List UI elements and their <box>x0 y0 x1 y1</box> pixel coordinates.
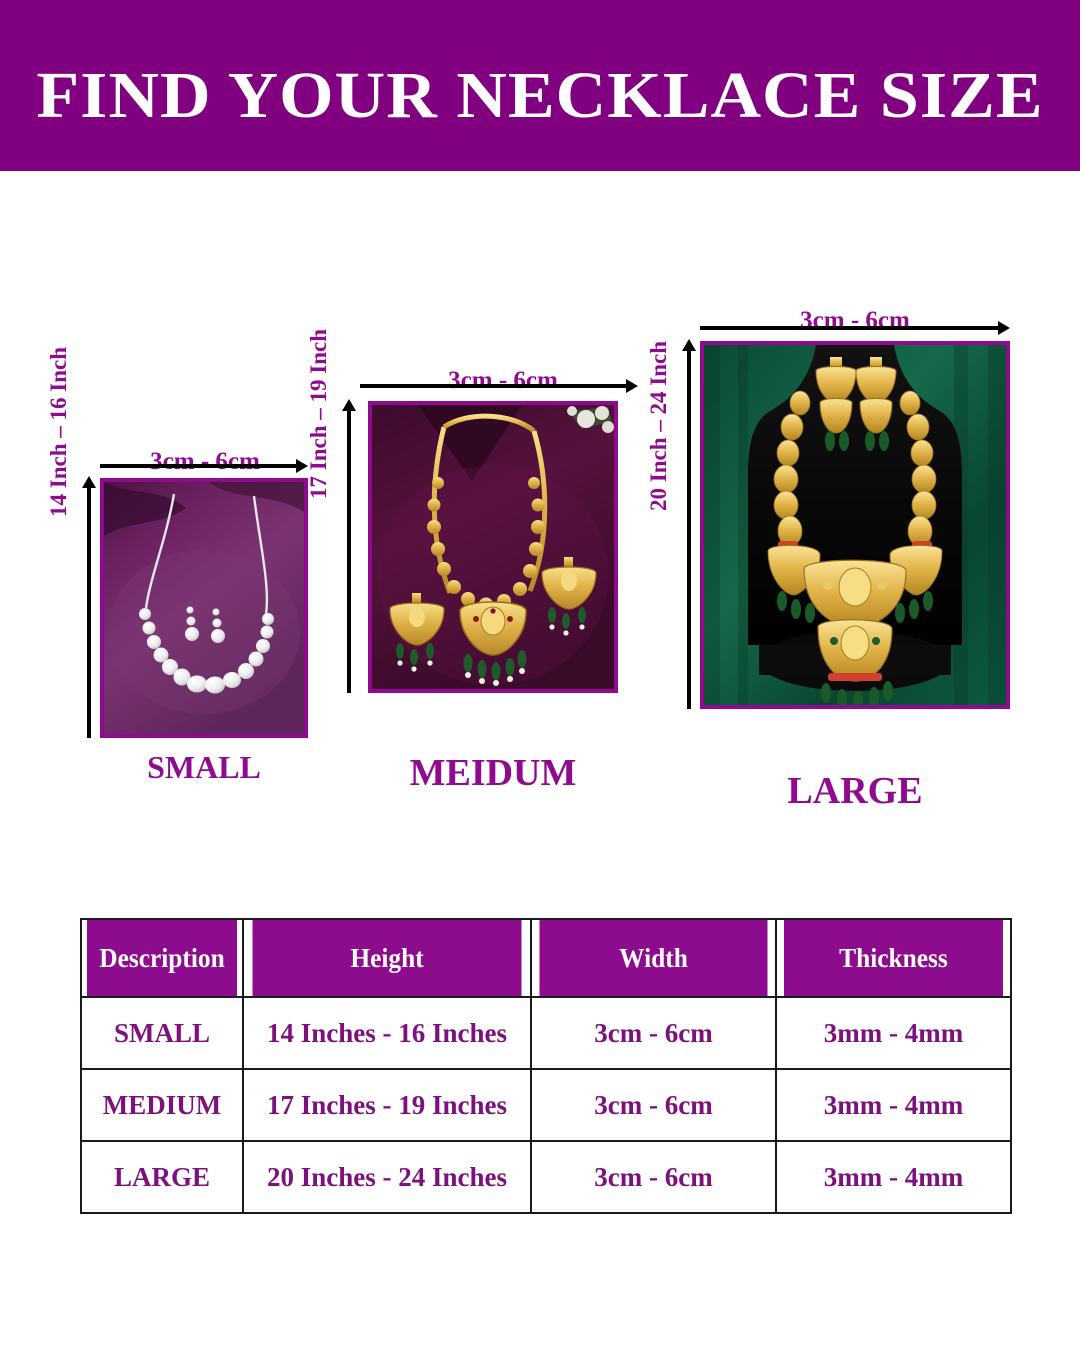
table-row: MEDIUM 17 Inches - 19 Inches 3cm - 6cm 3… <box>80 1068 1012 1142</box>
arrow-head-up-icon <box>682 339 696 351</box>
medium-photo-artwork <box>372 405 614 689</box>
medium-width-label: 3cm - 6cm <box>448 367 558 394</box>
page-title: FIND YOUR NECKLACE SIZE <box>36 59 1044 132</box>
column-header-thickness: Thickness <box>782 918 1005 998</box>
arrow-shaft <box>87 486 91 738</box>
table-row: LARGE 20 Inches - 24 Inches 3cm - 6cm 3m… <box>80 1140 1012 1214</box>
cell-description: MEDIUM <box>80 1068 244 1142</box>
header-banner: FIND YOUR NECKLACE SIZE <box>0 0 1080 171</box>
arrow-shaft <box>347 409 351 693</box>
cell-width: 3cm - 6cm <box>530 1068 777 1142</box>
small-width-arrow <box>100 459 308 473</box>
cell-thickness: 3mm - 4mm <box>775 996 1012 1070</box>
large-product-photo <box>700 341 1010 709</box>
table-row: SMALL 14 Inches - 16 Inches 3cm - 6cm 3m… <box>80 996 1012 1070</box>
cell-width: 3cm - 6cm <box>530 996 777 1070</box>
large-photo-artwork <box>704 345 1006 705</box>
arrow-head-up-icon <box>342 399 356 411</box>
large-height-label: 20 Inch – 24 Inch <box>646 341 671 511</box>
medium-size-caption: MEIDUM <box>409 752 577 794</box>
small-width-label: 3cm - 6cm <box>150 448 260 475</box>
small-height-label: 14 Inch – 16 Inch <box>46 347 71 517</box>
arrow-shaft <box>360 384 628 388</box>
medium-width-arrow <box>360 379 638 393</box>
arrow-shaft <box>700 326 1000 330</box>
table-header-row: Description Height Width Thickness <box>81 918 1011 998</box>
small-height-arrow <box>82 476 96 738</box>
small-photo-artwork <box>104 482 304 734</box>
arrow-head-up-icon <box>82 476 96 488</box>
large-size-caption: LARGE <box>787 770 923 812</box>
medium-height-label: 17 Inch – 19 Inch <box>306 329 331 499</box>
arrow-shaft <box>687 349 691 709</box>
arrow-head-right-icon <box>626 379 638 393</box>
small-product-photo <box>100 478 308 738</box>
cell-height: 17 Inches - 19 Inches <box>242 1068 532 1142</box>
cell-description: LARGE <box>80 1140 244 1214</box>
cell-thickness: 3mm - 4mm <box>775 1068 1012 1142</box>
small-size-caption: SMALL <box>147 749 261 785</box>
size-cards-section: 3cm - 6cm 14 Inch – 16 Inch <box>0 171 1080 861</box>
large-height-arrow <box>682 339 696 709</box>
arrow-head-right-icon <box>998 321 1010 335</box>
column-header-width: Width <box>537 918 770 998</box>
cell-description: SMALL <box>80 996 244 1070</box>
medium-product-photo <box>368 401 618 693</box>
column-header-height: Height <box>250 918 524 998</box>
cell-height: 20 Inches - 24 Inches <box>242 1140 532 1214</box>
cell-width: 3cm - 6cm <box>530 1140 777 1214</box>
size-chart-table: Description Height Width Thickness SMALL… <box>80 918 1012 1214</box>
cell-height: 14 Inches - 16 Inches <box>242 996 532 1070</box>
arrow-head-right-icon <box>296 459 308 473</box>
column-header-description: Description <box>84 918 240 998</box>
large-width-arrow <box>700 321 1010 335</box>
medium-height-arrow <box>342 399 356 693</box>
arrow-shaft <box>100 464 298 468</box>
cell-thickness: 3mm - 4mm <box>775 1140 1012 1214</box>
